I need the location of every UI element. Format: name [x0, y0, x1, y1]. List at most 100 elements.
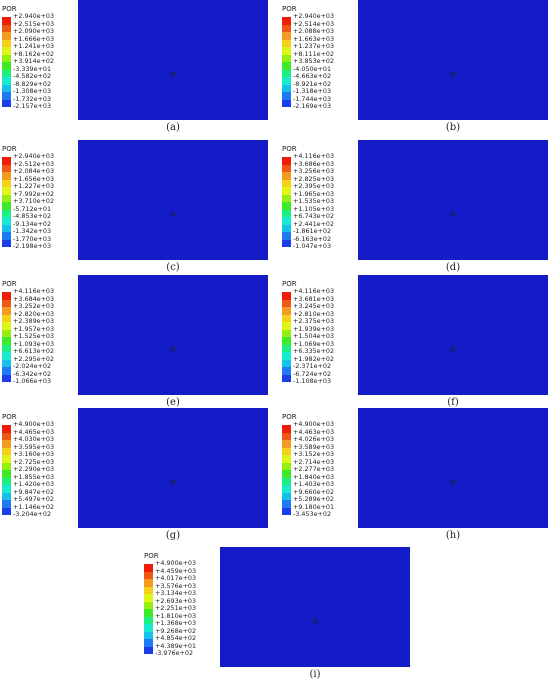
legend-color-bar	[282, 292, 291, 382]
legend-value: -1.861e+02	[293, 227, 332, 235]
legend-swatch	[2, 329, 11, 337]
legend-swatch	[282, 39, 291, 47]
legend-value: -4.582e+02	[13, 72, 52, 80]
panel-caption: (e)	[166, 397, 180, 408]
legend-value: +2.088e+03	[293, 27, 335, 35]
legend-swatch	[282, 307, 291, 315]
legend-swatch	[2, 17, 11, 25]
legend-swatch	[2, 77, 11, 85]
legend-value: +1.403e+03	[293, 480, 335, 488]
legend-value: +3.914e+02	[13, 57, 55, 65]
legend-swatch	[2, 209, 11, 217]
legend-value: +2.940e+03	[13, 152, 55, 160]
legend-swatch	[2, 187, 11, 195]
legend-value: -3.453e+02	[293, 510, 332, 518]
legend-value: -4.853e+02	[13, 212, 52, 220]
legend-swatch	[282, 440, 291, 448]
legend-swatch	[2, 99, 11, 107]
legend-value: +3.256e+03	[293, 167, 335, 175]
legend-value: +5.289e+02	[293, 495, 335, 503]
legend-value: +2.512e+03	[13, 159, 55, 168]
legend-value: -1.732e+03	[13, 94, 52, 103]
legend-value: +2.514e+03	[293, 19, 335, 28]
legend-swatch	[282, 164, 291, 172]
legend-swatch	[2, 39, 11, 47]
legend-swatch	[2, 179, 11, 187]
legend-value: +1.965e+03	[293, 189, 335, 198]
legend-labels: +4.900e+03 +4.463e+03 +4.026e+03 +3.589e+03…	[293, 420, 335, 519]
legend-swatch	[144, 571, 153, 579]
legend-value: +2.084e+03	[13, 167, 55, 175]
contour-panel: POR +4.900e+03 +4.459e+03 +4.017e+03 +3.576e…	[142, 547, 412, 680]
legend-swatch	[282, 322, 291, 330]
legend-value: +4.030e+03	[13, 435, 55, 443]
monitoring-point-marker	[451, 72, 456, 77]
legend-value: +6.613e+02	[13, 347, 55, 355]
legend-value: +1.663e+03	[293, 34, 335, 43]
legend-swatch	[2, 32, 11, 40]
legend-swatch	[2, 232, 11, 240]
contour-band	[358, 140, 548, 260]
legend-swatch	[2, 470, 11, 478]
legend-value: +1.939e+03	[293, 324, 335, 333]
legend-value: +2.295e+02	[13, 354, 55, 363]
legend-value: +4.900e+03	[13, 420, 55, 428]
legend-swatch	[282, 477, 291, 485]
legend-title: POR	[282, 280, 297, 288]
legend-labels: +4.116e+03 +3.686e+03 +3.256e+03 +2.825e+03…	[293, 152, 335, 251]
legend-swatch	[282, 432, 291, 440]
legend-value: -6.342e+02	[13, 369, 52, 378]
legend-swatch	[282, 507, 291, 515]
legend-value: +2.825e+03	[293, 174, 335, 183]
legend-swatch	[2, 24, 11, 32]
legend-swatch	[2, 477, 11, 485]
legend-value: -3.976e+02	[155, 649, 194, 657]
pore-pressure-contour	[78, 275, 268, 395]
legend-value: +4.463e+03	[293, 427, 335, 436]
legend-value: +1.535e+03	[293, 197, 335, 205]
legend-value: -4.050e+01	[293, 64, 332, 73]
legend-value: +4.900e+03	[293, 420, 335, 428]
legend-swatch	[2, 292, 11, 300]
legend-value: -8.829e+02	[13, 79, 52, 88]
legend-swatch	[2, 299, 11, 307]
legend-swatch	[282, 17, 291, 25]
legend-swatch	[2, 425, 11, 433]
panel-caption: (h)	[445, 530, 461, 541]
legend-swatch	[2, 455, 11, 463]
legend-color-bar	[282, 157, 291, 247]
legend-value: -1.744e+03	[293, 94, 332, 103]
contour-band	[78, 408, 268, 528]
legend-value: +3.684e+03	[13, 294, 55, 303]
legend-swatch	[2, 359, 11, 367]
panel-caption: (c)	[166, 262, 180, 273]
legend-swatch	[282, 455, 291, 463]
legend-swatch	[282, 54, 291, 62]
legend-value: +2.277e+03	[293, 465, 335, 473]
legend-swatch	[2, 224, 11, 232]
legend-value: -9.134e+02	[13, 219, 52, 228]
legend-swatch	[144, 609, 153, 617]
legend-value: +1.227e+03	[13, 182, 55, 190]
legend-value: +9.268e+02	[155, 626, 197, 635]
legend-value: +1.525e+03	[13, 332, 55, 340]
legend: POR +4.900e+03 +4.459e+03 +4.017e+03 +3.576e…	[142, 547, 222, 667]
legend-value: -1.318e+03	[293, 87, 332, 95]
legend-value: +4.026e+03	[293, 435, 335, 443]
legend-value: -1.342e+03	[13, 227, 52, 235]
legend-labels: +2.940e+03 +2.512e+03 +2.084e+03 +1.656e+03…	[13, 152, 55, 251]
legend-swatch	[2, 239, 11, 247]
legend-color-bar	[282, 425, 291, 515]
legend-value: +3.160e+03	[13, 450, 55, 458]
legend-value: +1.504e+03	[293, 332, 335, 340]
legend-labels: +4.900e+03 +4.459e+03 +4.017e+03 +3.576e+03…	[155, 559, 197, 658]
legend-swatch	[2, 84, 11, 92]
legend-value: -2.198e+03	[13, 242, 52, 250]
legend-value: +3.134e+03	[155, 589, 197, 597]
legend-swatch	[282, 172, 291, 180]
legend: POR +4.900e+03 +4.465e+03 +4.030e+03 +3.595e…	[0, 408, 80, 528]
legend-labels: +4.900e+03 +4.465e+03 +4.030e+03 +3.595e+03…	[13, 420, 55, 519]
legend-swatch	[2, 352, 11, 360]
legend-value: +1.069e+03	[293, 339, 335, 348]
legend-value: +1.957e+03	[13, 324, 55, 333]
